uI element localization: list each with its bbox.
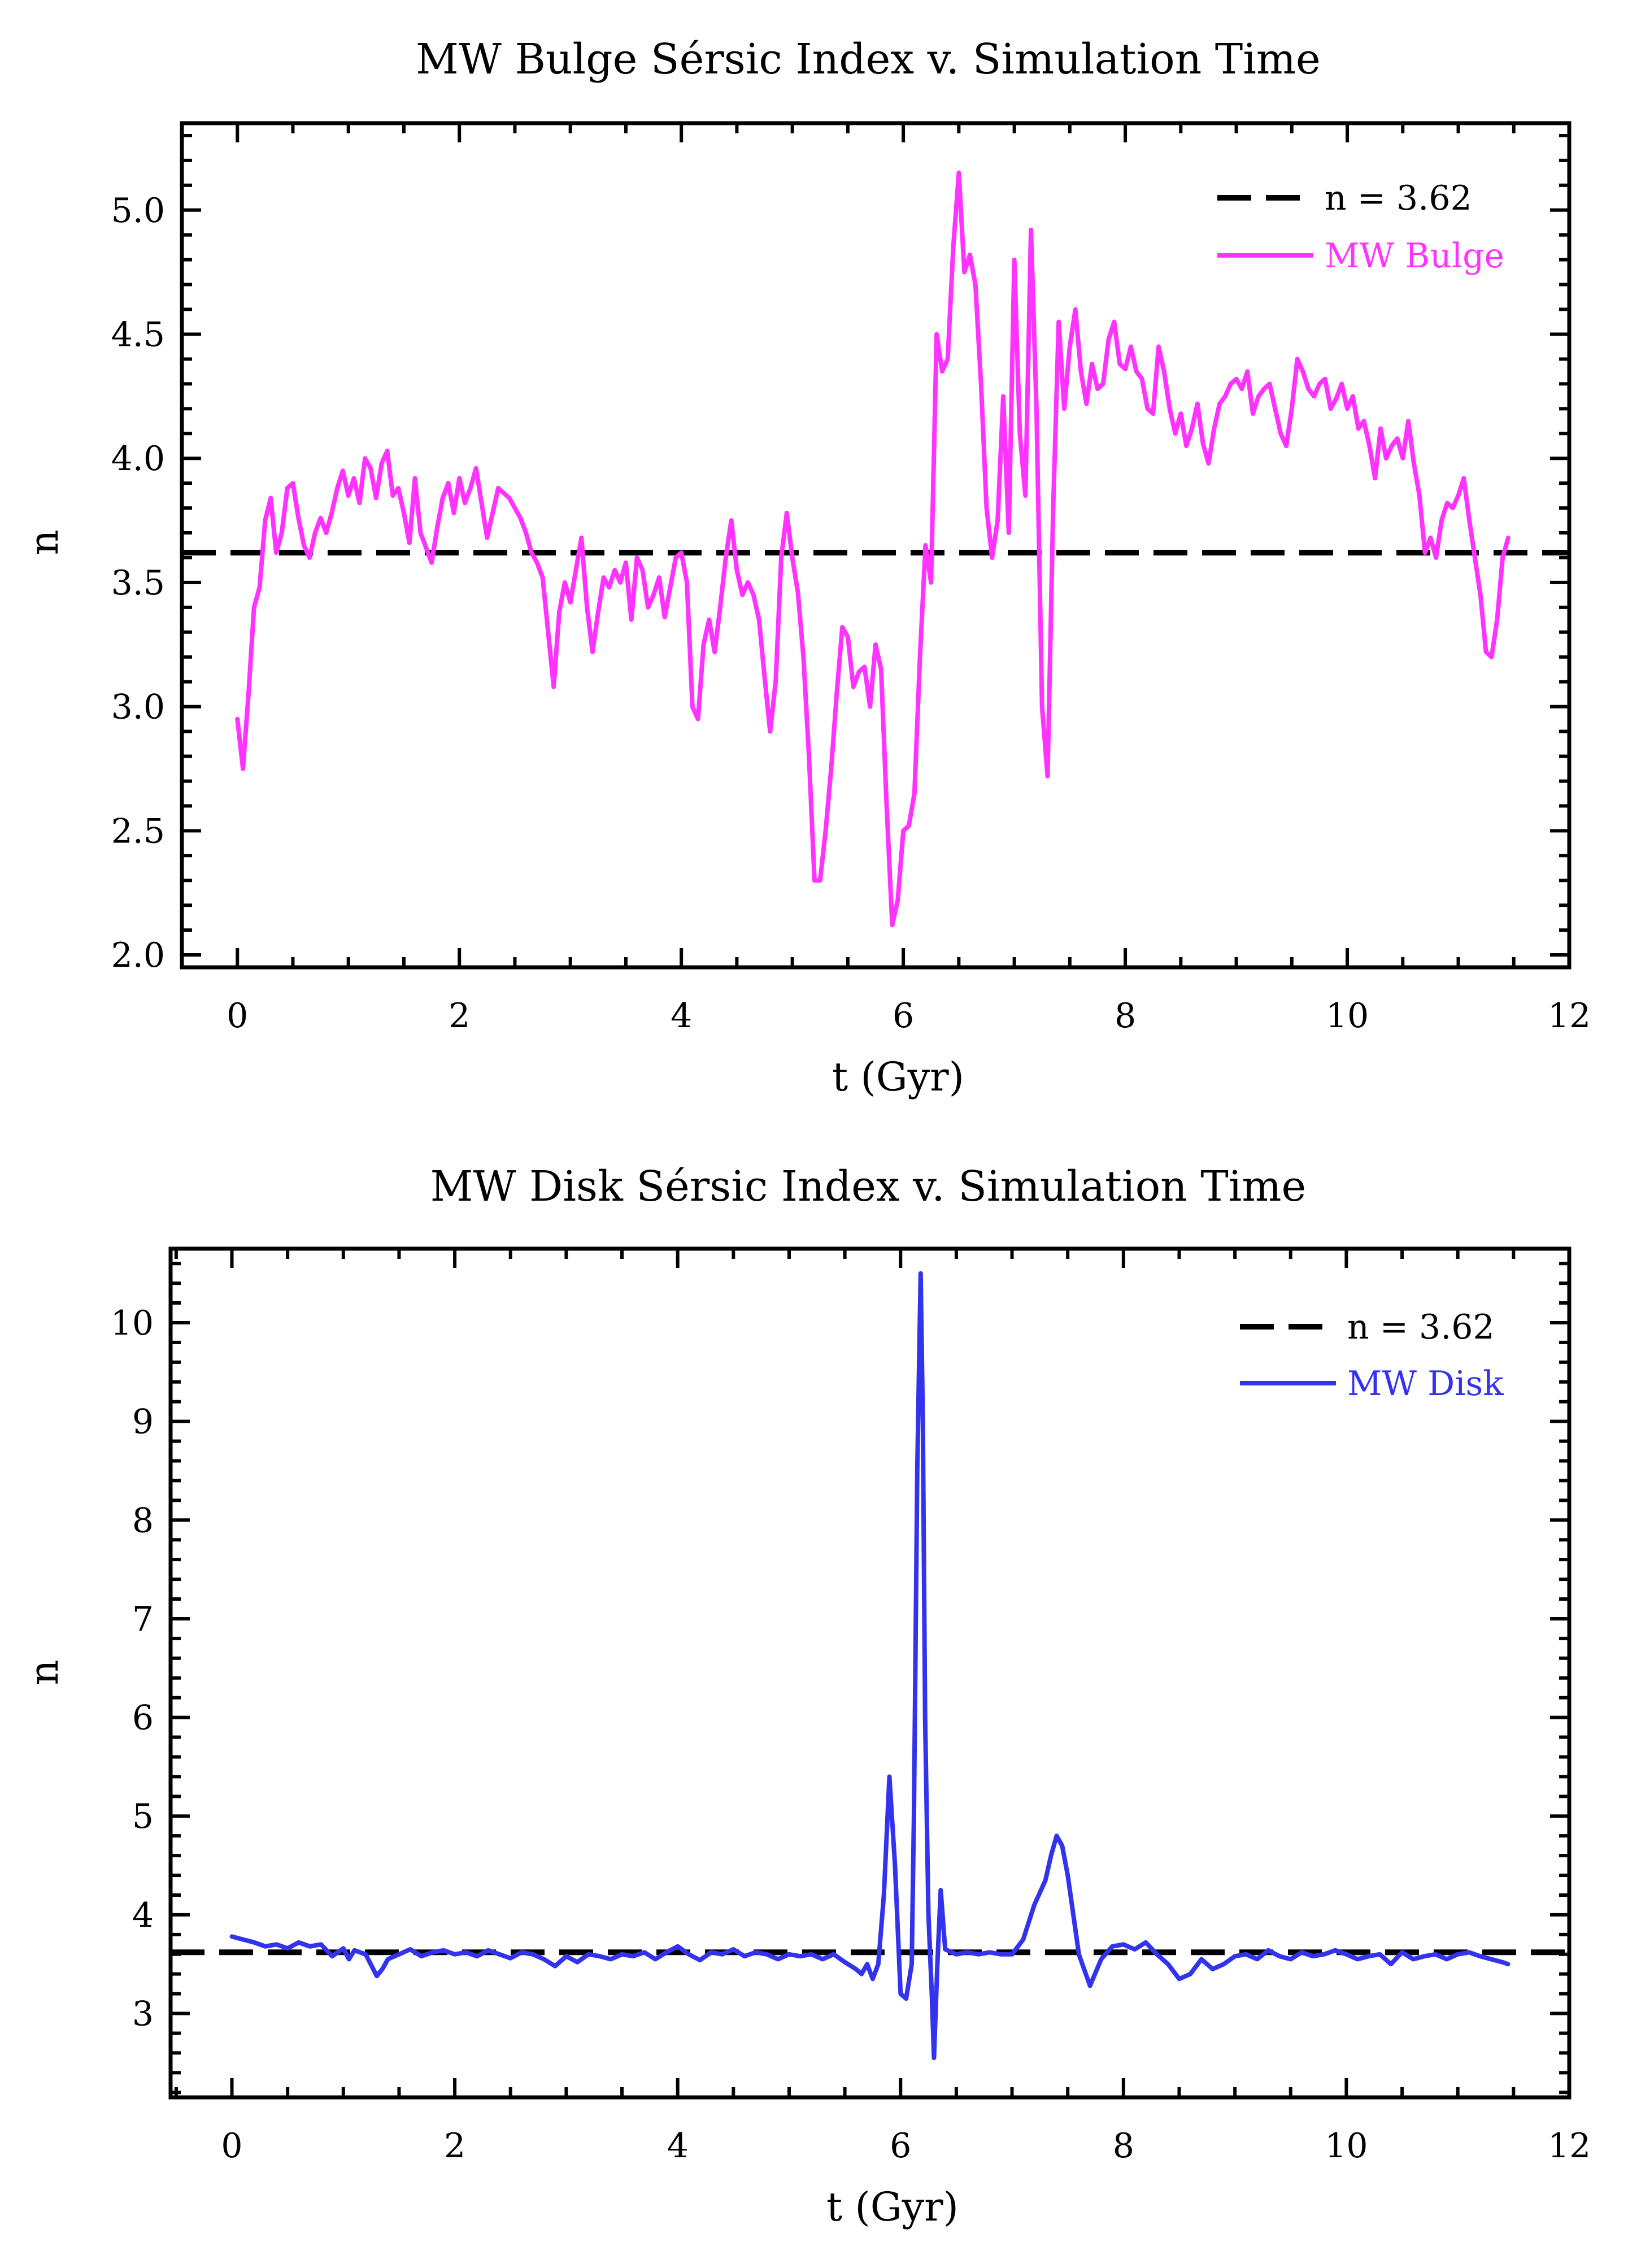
- plot-area: 0 2 4 6 8 10 12 2.0 2.5 3.0 3.5 4.0 4.5 5.0: [111, 121, 1591, 1036]
- y-tick-label: 4.5: [111, 315, 165, 355]
- x-tick-label: 8: [1113, 2126, 1134, 2166]
- y-tick-label: 3.5: [111, 563, 165, 603]
- legend: n = 3.62 MW Disk: [1240, 1307, 1504, 1404]
- x-tick-label: 2: [444, 2126, 465, 2166]
- y-tick-label: 3: [132, 1995, 154, 2034]
- x-tick-label: 10: [1326, 996, 1369, 1036]
- legend-label-series: MW Disk: [1347, 1364, 1504, 1404]
- x-axis-label: t (Gyr): [826, 2184, 959, 2230]
- y-axis-label: n: [21, 1659, 67, 1685]
- y-tick-label: 9: [132, 1402, 154, 1442]
- y-tick-label: 2.0: [111, 936, 165, 975]
- x-tick-label: 12: [1548, 2126, 1591, 2166]
- chart-title: MW Disk Sérsic Index v. Simulation Time: [430, 1162, 1307, 1211]
- y-tick-label: 10: [111, 1304, 154, 1343]
- y-tick-label: 5: [132, 1797, 154, 1836]
- y-tick-label: 4.0: [111, 439, 165, 479]
- legend-label-series: MW Bulge: [1325, 236, 1504, 276]
- bulge-panel: MW Bulge Sérsic Index v. Simulation Time…: [21, 35, 1591, 1100]
- y-tick-label: 6: [132, 1698, 154, 1738]
- x-tick-label: 2: [449, 996, 470, 1036]
- x-tick-label: 4: [667, 2126, 689, 2166]
- x-tick-label: 0: [221, 2126, 242, 2166]
- y-tick-label: 4: [132, 1896, 154, 1935]
- legend: n = 3.62 MW Bulge: [1217, 179, 1504, 276]
- x-tick-label: 8: [1115, 996, 1136, 1036]
- x-tick-label: 10: [1325, 2126, 1368, 2166]
- chart-title: MW Bulge Sérsic Index v. Simulation Time: [416, 35, 1321, 84]
- disk-panel: MW Disk Sérsic Index v. Simulation Time …: [21, 1162, 1591, 2230]
- x-tick-label: 6: [893, 996, 914, 1036]
- y-tick-label: 3.0: [111, 688, 165, 727]
- x-tick-label: 12: [1548, 996, 1591, 1036]
- x-tick-label: 4: [671, 996, 692, 1036]
- x-axis-label: t (Gyr): [832, 1054, 964, 1100]
- x-tick-label: 0: [227, 996, 248, 1036]
- x-tick-label: 6: [890, 2126, 911, 2166]
- legend-label-reference: n = 3.62: [1325, 179, 1472, 218]
- y-tick-label: 5.0: [111, 191, 165, 231]
- series-line: [229, 1271, 1511, 2061]
- y-axis-label: n: [21, 529, 67, 555]
- legend-label-reference: n = 3.62: [1347, 1307, 1495, 1347]
- y-tick-label: 7: [132, 1600, 154, 1639]
- y-tick-label: 8: [132, 1501, 154, 1540]
- series-line: [235, 170, 1511, 928]
- y-tick-label: 2.5: [111, 811, 165, 851]
- plot-area: 0 2 4 6 8 10 12 3 4 5 6 7 8 9 10: [111, 1246, 1591, 2166]
- plot-frame: [168, 1246, 1572, 2100]
- plot-frame: [180, 121, 1572, 970]
